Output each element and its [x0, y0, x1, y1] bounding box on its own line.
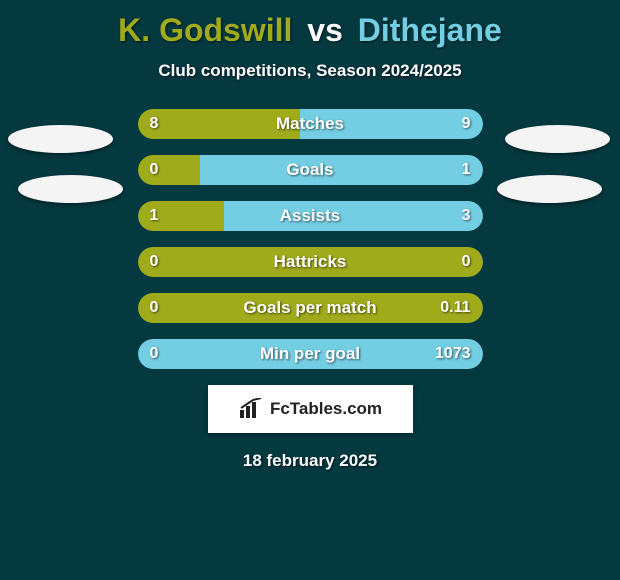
comparison-stage: 89Matches 01Goals 13Assists 00Hattricks 00.1…	[0, 109, 620, 369]
stat-bar-right	[300, 109, 483, 139]
stat-row: 89Matches	[138, 109, 483, 139]
date-text: 18 february 2025	[0, 451, 620, 471]
stat-bar-left	[138, 109, 300, 139]
stat-bar-right	[200, 155, 483, 185]
fctables-logo-icon	[238, 398, 264, 420]
stat-bar-left	[138, 293, 483, 323]
avatar-left-1	[8, 125, 113, 153]
comparison-title: K. Godswill vs Dithejane	[0, 0, 620, 49]
stat-bar-left	[138, 201, 224, 231]
vs-text: vs	[307, 12, 343, 48]
comparison-bars: 89Matches 01Goals 13Assists 00Hattricks 00.1…	[138, 109, 483, 369]
stat-row: 13Assists	[138, 201, 483, 231]
stat-row: 00Hattricks	[138, 247, 483, 277]
stat-row: 01073Min per goal	[138, 339, 483, 369]
stat-row: 01Goals	[138, 155, 483, 185]
stat-bar-left	[138, 247, 483, 277]
stat-bar-left	[138, 155, 200, 185]
subtitle: Club competitions, Season 2024/2025	[0, 61, 620, 81]
stat-row: 00.11Goals per match	[138, 293, 483, 323]
player-right-name: Dithejane	[358, 12, 502, 48]
avatar-right-1	[505, 125, 610, 153]
fctables-logo-text: FcTables.com	[270, 399, 382, 419]
fctables-logo-badge: FcTables.com	[208, 385, 413, 433]
stat-bar-right	[138, 339, 483, 369]
player-left-name: K. Godswill	[118, 12, 292, 48]
stat-bar-right	[224, 201, 483, 231]
avatar-right-2	[497, 175, 602, 203]
avatar-left-2	[18, 175, 123, 203]
